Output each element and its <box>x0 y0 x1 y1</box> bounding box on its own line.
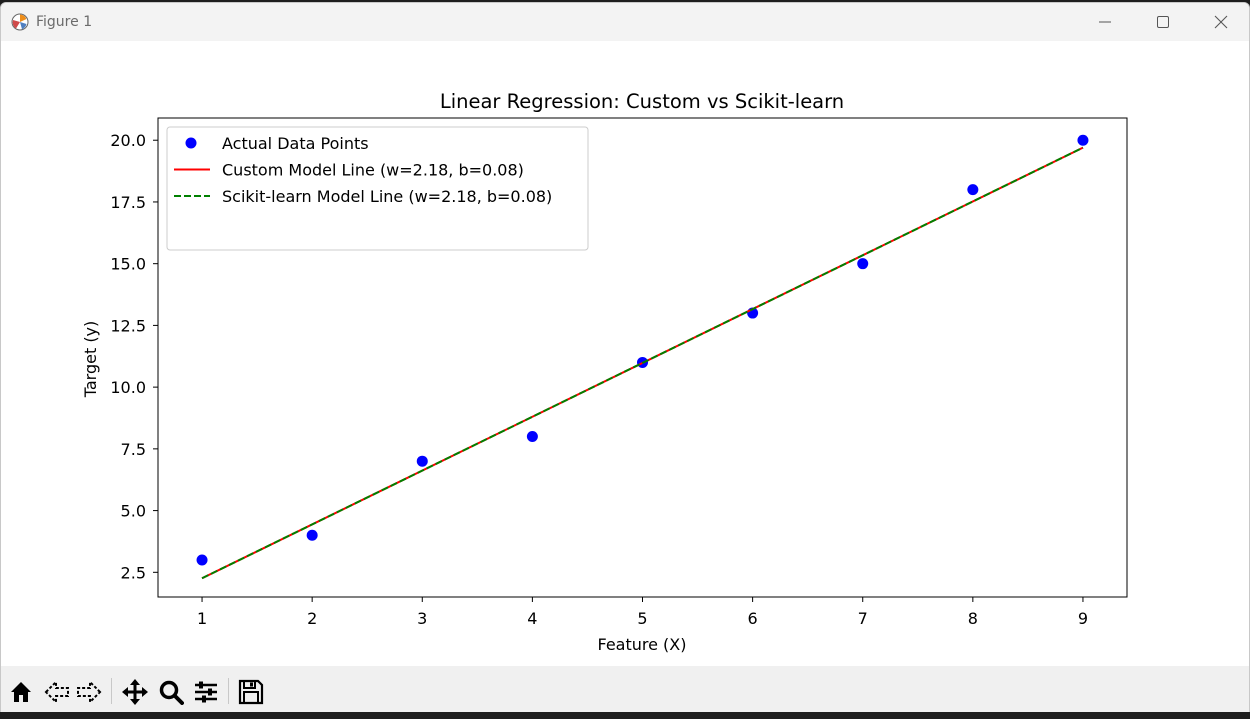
data-point <box>967 184 979 196</box>
save-icon <box>238 679 264 705</box>
x-tick-label: 9 <box>1078 609 1088 628</box>
data-point <box>857 258 869 270</box>
chart-title: Linear Regression: Custom vs Scikit-lear… <box>440 90 844 113</box>
zoom-icon <box>159 680 184 705</box>
scikit-learn-model-line <box>201 146 1084 580</box>
y-tick-label: 10.0 <box>110 378 146 397</box>
minimize-button[interactable] <box>1076 3 1134 41</box>
toolbar-separator <box>228 678 229 704</box>
home-button[interactable] <box>6 677 36 707</box>
x-tick-label: 7 <box>858 609 868 628</box>
data-point <box>526 431 538 443</box>
zoom-button[interactable] <box>156 677 186 707</box>
x-tick-label: 5 <box>637 609 647 628</box>
title-bar: Figure 1 <box>1 3 1249 41</box>
x-tick-label: 6 <box>748 609 758 628</box>
plot-canvas[interactable]: Linear Regression: Custom vs Scikit-lear… <box>1 41 1249 666</box>
save-button[interactable] <box>236 677 266 707</box>
y-tick-label: 5.0 <box>121 502 146 521</box>
x-tick-label: 1 <box>197 609 207 628</box>
x-tick-label: 3 <box>417 609 427 628</box>
y-tick-label: 15.0 <box>110 255 146 274</box>
back-button[interactable] <box>42 677 72 707</box>
background-editor-strip-bottom <box>0 712 1250 719</box>
configure-subplots-icon <box>195 681 217 703</box>
configure-subplots-button[interactable] <box>191 677 221 707</box>
y-tick-label: 20.0 <box>110 131 146 150</box>
minimize-icon <box>1099 21 1111 23</box>
home-icon <box>11 682 31 702</box>
forward-icon <box>77 679 102 705</box>
back-icon <box>44 679 69 705</box>
x-tick-label: 8 <box>968 609 978 628</box>
maximize-button[interactable] <box>1134 3 1192 41</box>
close-button[interactable] <box>1192 3 1249 41</box>
chart-svg: Linear Regression: Custom vs Scikit-lear… <box>81 90 1128 654</box>
x-tick-label: 4 <box>527 609 537 628</box>
y-tick-label: 7.5 <box>121 440 146 459</box>
pan-icon <box>122 679 148 705</box>
y-axis-label: Target (y) <box>81 321 100 399</box>
legend-label: Actual Data Points <box>222 134 369 153</box>
legend-label: Custom Model Line (w=2.18, b=0.08) <box>222 161 524 180</box>
pan-button[interactable] <box>120 677 150 707</box>
forward-button[interactable] <box>74 677 104 707</box>
data-point <box>1077 134 1089 146</box>
maximize-icon <box>1157 16 1169 28</box>
window-title: Figure 1 <box>36 14 93 30</box>
data-point <box>416 455 428 467</box>
legend: Actual Data Points Custom Model Line (w=2… <box>166 126 589 251</box>
data-point <box>196 554 208 566</box>
legend-label: Scikit-learn Model Line (w=2.18, b=0.08) <box>222 187 552 206</box>
y-tick-label: 2.5 <box>121 563 146 582</box>
x-axis-label: Feature (X) <box>598 635 687 654</box>
close-icon <box>1214 15 1228 29</box>
x-tick-label: 2 <box>307 609 317 628</box>
y-tick-label: 17.5 <box>110 193 146 212</box>
legend-box <box>166 126 589 251</box>
data-point <box>306 529 318 541</box>
toolbar-separator <box>111 678 112 704</box>
y-tick-label: 12.5 <box>110 316 146 335</box>
matplotlib-logo-icon <box>11 13 29 31</box>
navigation-toolbar <box>1 666 1249 713</box>
legend-marker-scatter <box>185 137 197 149</box>
